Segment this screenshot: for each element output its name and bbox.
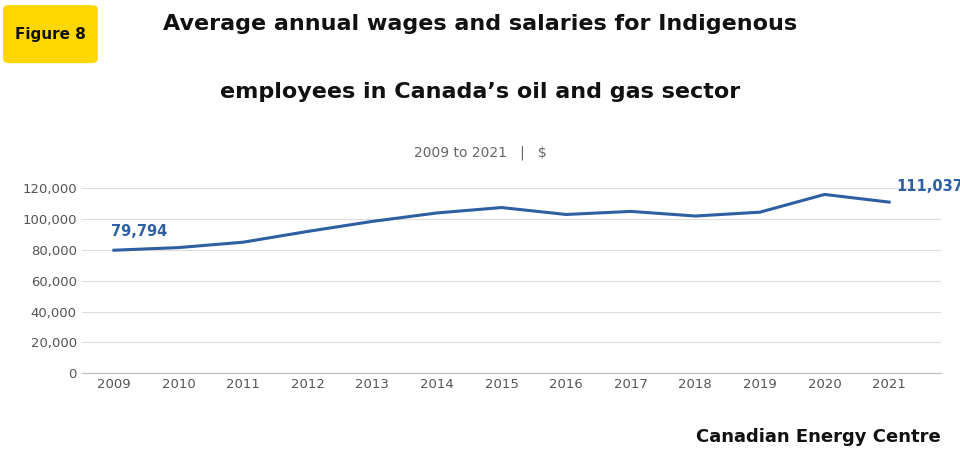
Text: 111,037: 111,037 bbox=[896, 179, 960, 194]
Text: Canadian Energy Centre: Canadian Energy Centre bbox=[696, 428, 941, 446]
Text: Average annual wages and salaries for Indigenous: Average annual wages and salaries for In… bbox=[163, 14, 797, 34]
FancyBboxPatch shape bbox=[3, 5, 98, 63]
Text: employees in Canada’s oil and gas sector: employees in Canada’s oil and gas sector bbox=[220, 82, 740, 102]
Text: 79,794: 79,794 bbox=[111, 224, 167, 239]
Text: Figure 8: Figure 8 bbox=[15, 27, 85, 41]
Text: 2009 to 2021   |   $: 2009 to 2021 | $ bbox=[414, 146, 546, 160]
